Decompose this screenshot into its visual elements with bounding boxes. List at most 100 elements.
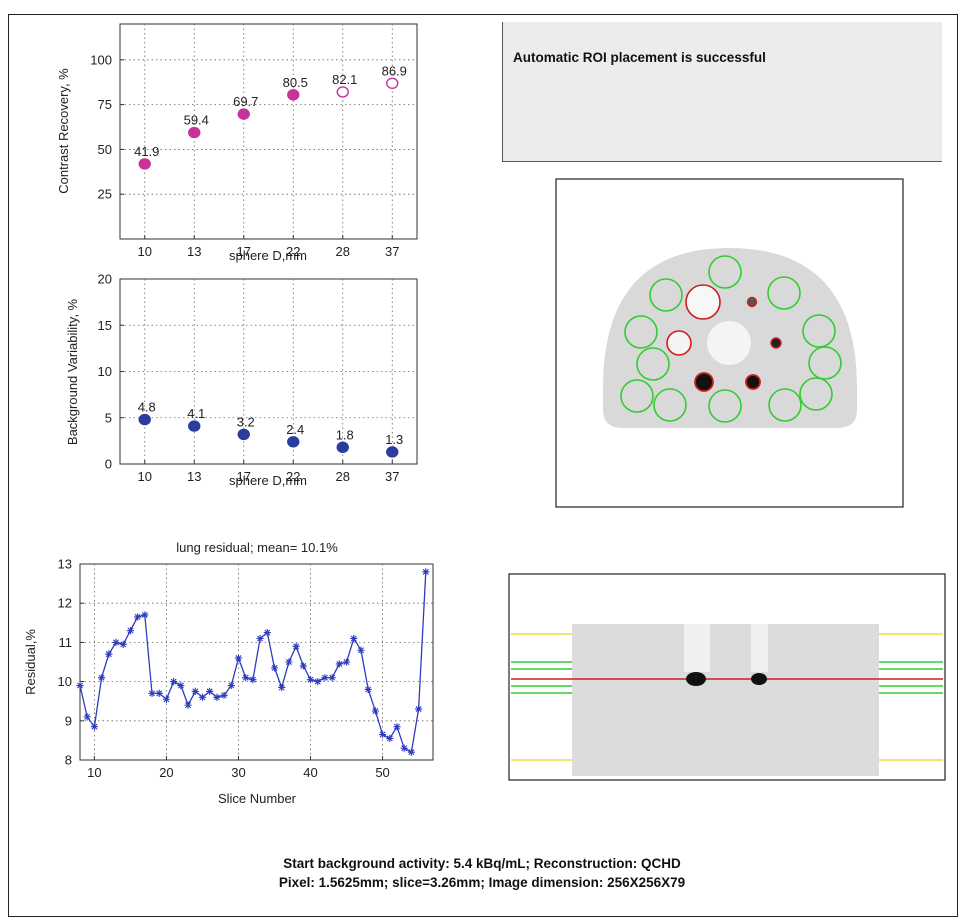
- data-label: 59.4: [184, 113, 209, 128]
- background-roi: [768, 388, 802, 422]
- data-point: [386, 77, 399, 90]
- data-point: [407, 748, 415, 756]
- data-point: [292, 642, 300, 650]
- contrast-recovery-chart: 10 13 17 22 28 37 25 50 75 100 41.9 59.4 69.7 80.5 82…: [56, 23, 418, 263]
- background-roi: [808, 346, 842, 380]
- footer-line-2: Pixel: 1.5625mm; slice=3.26mm; Image dim…: [278, 875, 686, 890]
- data-point: [177, 681, 185, 690]
- phantom-coronal-image: [508, 573, 946, 781]
- x-tick-label: 13: [187, 244, 201, 259]
- data-point: [141, 611, 149, 619]
- data-label: 3.2: [237, 414, 255, 429]
- data-point: [364, 685, 372, 694]
- data-point: [335, 660, 343, 668]
- y-tick-label: 13: [58, 557, 72, 572]
- data-marks: 41.9 59.4 69.7 80.5 82.1 86.9: [134, 63, 407, 170]
- data-label: 1.3: [385, 432, 403, 447]
- data-point: [386, 446, 399, 458]
- sphere-17-roi: [745, 374, 761, 390]
- x-tick-label: 22: [286, 469, 300, 484]
- y-tick-label: 11: [59, 635, 73, 650]
- y-axis-title: Contrast Recovery, %: [56, 68, 71, 194]
- background-roi: [653, 388, 687, 422]
- lung-residual-chart: lung residual; mean= 10.1% 10 20 30 40 50891…: [23, 540, 434, 806]
- data-point: [422, 568, 430, 576]
- phantom-transverse-image: [555, 178, 904, 508]
- data-point: [414, 705, 423, 713]
- data-point: [256, 634, 264, 643]
- data-point: [188, 126, 201, 139]
- x-tick-label: 10: [138, 244, 152, 259]
- background-roi: [636, 347, 670, 381]
- y-tick-label: 9: [65, 713, 72, 728]
- sphere-28-roi: [666, 330, 692, 356]
- y-tick-label: 25: [98, 187, 112, 202]
- data-point: [306, 676, 315, 684]
- data-point: [393, 723, 401, 731]
- y-tick-label: 5: [105, 410, 112, 425]
- data-point: [148, 689, 156, 697]
- sphere-rois: [666, 284, 782, 392]
- background-roi: [624, 315, 658, 349]
- plot-area: [119, 23, 418, 240]
- data-point: [234, 654, 243, 662]
- data-point: [378, 730, 387, 739]
- data-label: 80.5: [283, 75, 308, 90]
- tick-labels: 10 13 17 22 28 37 25 50 75 100: [90, 52, 399, 259]
- data-point: [134, 613, 142, 621]
- x-tick-label: 28: [336, 469, 350, 484]
- data-point: [112, 638, 120, 646]
- x-tick-label: 10: [87, 765, 101, 780]
- data-point: [220, 691, 228, 699]
- data-point: [287, 436, 300, 448]
- grid: [80, 563, 433, 761]
- data-point: [138, 158, 151, 170]
- data-label: 1.8: [336, 427, 354, 442]
- data-point: [213, 693, 221, 701]
- data-point: [83, 713, 91, 721]
- data-point: [357, 646, 365, 654]
- background-roi: [802, 314, 836, 348]
- data-point: [126, 627, 135, 635]
- data-point: [249, 676, 257, 684]
- y-tick-label: 100: [90, 52, 112, 67]
- sphere-37-roi: [685, 284, 721, 320]
- data-point: [155, 689, 163, 697]
- data-point: [270, 664, 279, 672]
- y-tick-label: 50: [98, 142, 112, 157]
- y-tick-label: 15: [98, 318, 112, 333]
- status-panel: Automatic ROI placement is successful: [502, 22, 942, 162]
- y-tick-label: 20: [98, 272, 112, 287]
- data-label: 4.1: [187, 406, 205, 421]
- data-point: [342, 658, 351, 666]
- sphere-10-roi: [746, 296, 758, 308]
- background-roi: [620, 379, 654, 413]
- data-point: [184, 701, 192, 709]
- data-label: 82.1: [332, 72, 357, 87]
- lung-insert: [707, 321, 751, 365]
- data-point: [76, 681, 84, 690]
- slice-lines-green: [511, 661, 943, 694]
- slice-lines-yellow: [511, 633, 943, 761]
- data-point: [138, 413, 151, 426]
- data-point: [287, 89, 300, 101]
- data-point: [188, 420, 201, 432]
- data-point: [90, 723, 99, 731]
- y-tick-label: 8: [65, 753, 72, 768]
- data-point: [105, 650, 113, 658]
- y-axis-title: Background Variability, %: [65, 298, 80, 445]
- data-marks: 4.8 4.1 3.2 2.4 1.8 1.3: [138, 400, 403, 458]
- data-label: 86.9: [382, 63, 407, 78]
- chart-title: lung residual; mean= 10.1%: [176, 540, 338, 555]
- data-point: [119, 640, 127, 648]
- data-label: 2.4: [286, 422, 304, 437]
- x-tick-label: 10: [138, 469, 152, 484]
- data-point: [400, 744, 408, 752]
- y-axis-title: Residual,%: [23, 629, 38, 695]
- background-roi: [649, 278, 683, 312]
- hot-sphere: [686, 672, 706, 686]
- x-axis-title: sphere D,mm: [229, 248, 307, 263]
- data-point: [237, 108, 250, 120]
- data-point: [191, 687, 199, 695]
